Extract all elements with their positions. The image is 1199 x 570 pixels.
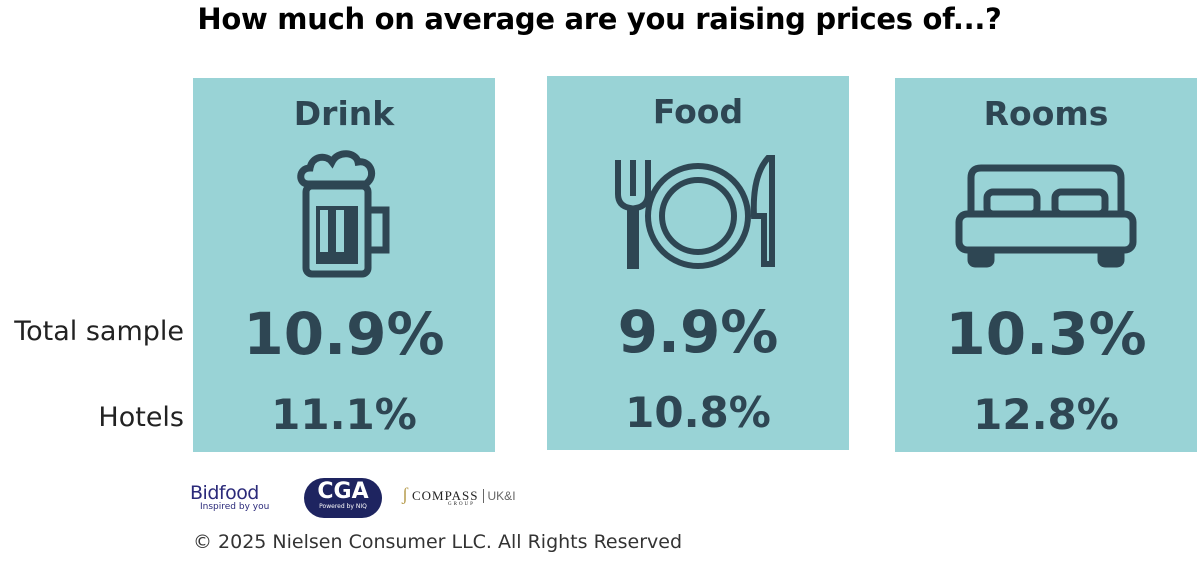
hotels-value: 10.8% <box>625 388 771 437</box>
hotels-value: 11.1% <box>271 390 417 439</box>
beer-mug-icon <box>193 148 495 278</box>
category-title: Drink <box>293 94 395 133</box>
compass-logo-sub: GROUP <box>448 502 475 507</box>
row-label-total: Total sample <box>14 316 184 347</box>
plate-cutlery-icon <box>547 146 849 276</box>
cga-logo-tagline: Powered by NIQ <box>319 503 367 510</box>
total-sample-value: 9.9% <box>617 298 779 366</box>
category-title: Rooms <box>983 94 1109 133</box>
compass-logo-name: COMPASS <box>412 488 479 503</box>
total-sample-value: 10.9% <box>243 300 445 368</box>
cga-logo-name: CGA <box>317 479 369 504</box>
panel-drink: Drink 10.9% 11.1% <box>193 78 495 452</box>
hotels-value: 12.8% <box>973 390 1119 439</box>
panel-food: Food 9.9% 10.8% <box>547 76 849 450</box>
compass-logo: ʃ COMPASS UK&I GROUP <box>402 484 516 507</box>
compass-logo-region: UK&I <box>482 489 516 503</box>
bidfood-logo: Bidfood Inspired by you <box>190 482 290 512</box>
bed-icon <box>895 148 1197 278</box>
cga-logo: CGA Powered by NIQ <box>304 478 382 518</box>
bidfood-logo-name: Bidfood <box>190 482 259 504</box>
total-sample-value: 10.3% <box>945 300 1147 368</box>
bidfood-logo-tagline: Inspired by you <box>200 502 270 512</box>
row-label-hotels: Hotels <box>98 402 184 433</box>
copyright: © 2025 Nielsen Consumer LLC. All Rights … <box>193 531 682 553</box>
panel-rooms: Rooms 10.3% 12.8% <box>895 78 1197 452</box>
page-title: How much on average are you raising pric… <box>197 2 1002 36</box>
category-title: Food <box>652 92 744 131</box>
